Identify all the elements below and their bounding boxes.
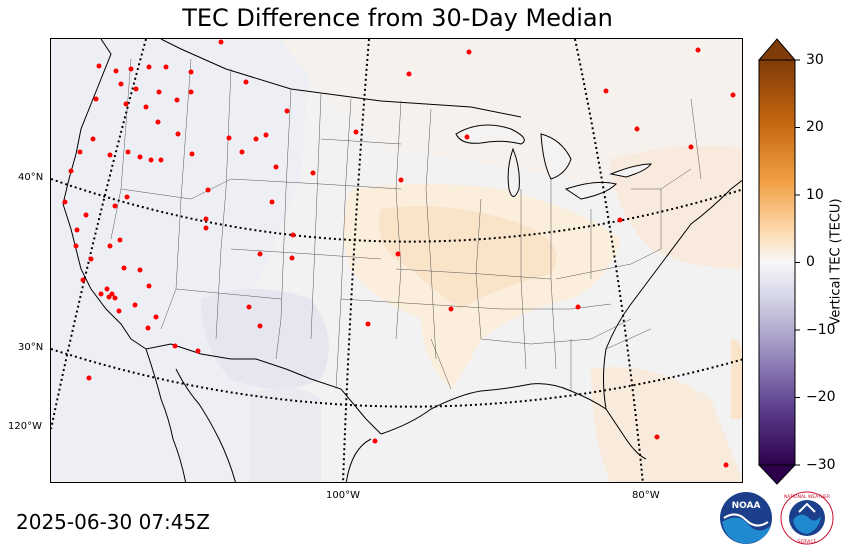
svg-text:NOAA: NOAA: [732, 501, 761, 511]
svg-text:NATIONAL WEATHER: NATIONAL WEATHER: [784, 494, 830, 500]
colorbar: [758, 38, 800, 485]
lat-label-30: 30°N: [18, 342, 44, 353]
svg-text:SERVICE: SERVICE: [798, 539, 817, 545]
colorbar-tick: 10: [806, 187, 824, 203]
lat-label-40: 40°N: [18, 172, 44, 183]
noaa-logo-icon: NOAA: [720, 492, 772, 544]
colorbar-tick: 30: [806, 52, 824, 68]
colorbar-tick: −20: [806, 389, 836, 405]
nws-logo-icon: NATIONAL WEATHER SERVICE: [780, 491, 834, 545]
colorbar-tick: 0: [806, 254, 815, 270]
colorbar-tick: 20: [806, 119, 824, 135]
colorbar-label: Vertical TEC (TECU): [828, 198, 844, 326]
timestamp: 2025-06-30 07:45Z: [16, 510, 210, 534]
colorbar-tick: −10: [806, 322, 836, 338]
station-markers: [62, 39, 736, 468]
lon-label-120: 120°W: [8, 421, 42, 432]
lon-label-80: 80°W: [632, 490, 660, 501]
lon-label-100: 100°W: [326, 490, 360, 501]
colorbar-tick: −30: [806, 457, 836, 473]
map-svg: [51, 39, 742, 482]
map-panel: [50, 38, 743, 483]
chart-title: TEC Difference from 30-Day Median: [182, 4, 613, 32]
